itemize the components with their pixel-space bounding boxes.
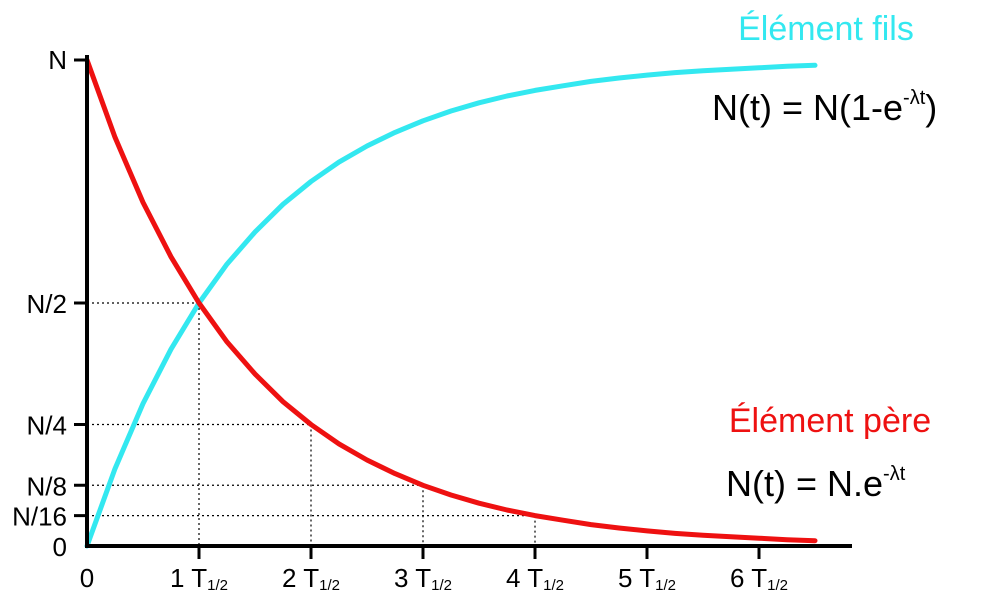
x-tick-label-main-2: 2 T xyxy=(282,563,319,593)
x-tick-label-main-1: 1 T xyxy=(170,563,207,593)
x-tick-label-1: 1 T1/2 xyxy=(170,563,228,593)
x-tick-label-6: 6 T1/2 xyxy=(730,563,788,593)
series-lines xyxy=(84,57,818,549)
y-tick-label-1: N/16 xyxy=(12,502,67,532)
x-tick-label-main-5: 5 T xyxy=(618,563,655,593)
formula-pere: N(t) = N.e-λt xyxy=(726,463,906,504)
x-tick-label-2: 2 T1/2 xyxy=(282,563,340,593)
y-tick-label-0: 0 xyxy=(53,532,67,562)
formula-pere-exponent: -λt xyxy=(883,463,906,485)
x-tick-label-3: 3 T1/2 xyxy=(394,563,452,593)
formula-fils: N(t) = N(1-e-λt) xyxy=(712,87,937,128)
formula-fils-exponent: -λt xyxy=(903,87,926,109)
y-tick-label-4: N/2 xyxy=(27,289,67,319)
y-tick-label-2: N/8 xyxy=(27,471,67,501)
formula-fils-main: N(t) = N(1-e xyxy=(712,87,903,128)
x-tick-label-main-4: 4 T xyxy=(506,563,543,593)
x-tick-label-sub-1: 1/2 xyxy=(207,577,228,593)
x-tick-label-main-0: 0 xyxy=(80,563,94,593)
series-label-fils: Élément fils xyxy=(738,10,914,48)
series-line-pere xyxy=(84,57,818,544)
series-line-fils xyxy=(84,62,818,549)
x-tick-label-sub-5: 1/2 xyxy=(655,577,676,593)
x-tick-label-main-3: 3 T xyxy=(394,563,431,593)
x-tick-label-sub-4: 1/2 xyxy=(543,577,564,593)
y-tick-label-5: N xyxy=(48,45,67,75)
formula-pere-main: N(t) = N.e xyxy=(726,463,883,504)
x-tick-label-0: 0 xyxy=(80,563,94,593)
x-tick-label-sub-6: 1/2 xyxy=(767,577,788,593)
x-tick-label-5: 5 T1/2 xyxy=(618,563,676,593)
x-tick-label-4: 4 T1/2 xyxy=(506,563,564,593)
x-tick-label-sub-3: 1/2 xyxy=(431,577,452,593)
formula-fils-tail: ) xyxy=(925,87,937,128)
dotted-guides xyxy=(87,302,536,546)
x-tick-label-sub-2: 1/2 xyxy=(319,577,340,593)
series-label-pere: Élément père xyxy=(729,402,931,440)
y-tick-label-3: N/4 xyxy=(27,411,67,441)
x-tick-label-main-6: 6 T xyxy=(730,563,767,593)
